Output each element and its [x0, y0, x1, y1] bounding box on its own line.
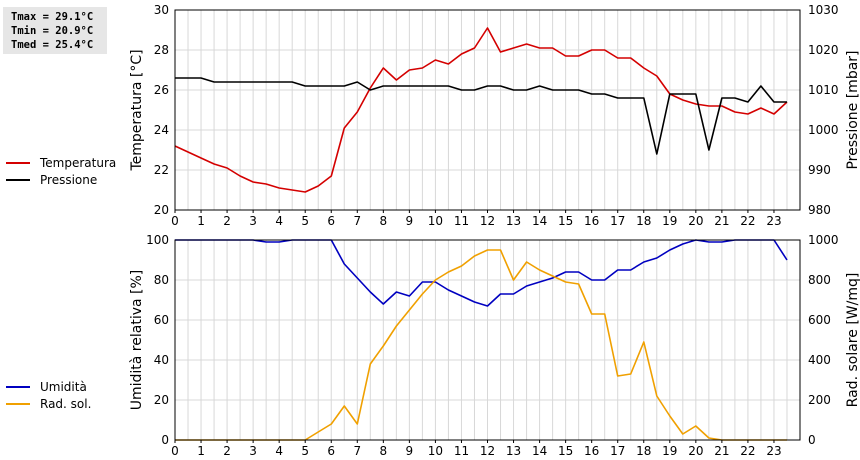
x-tick-label: 23 [766, 444, 781, 458]
tmin-label: Tmin = 20.9°C [11, 25, 94, 37]
y-tick-label-right: 200 [808, 393, 831, 407]
x-tick-label: 14 [532, 444, 547, 458]
x-tick-label: 22 [740, 444, 755, 458]
legend-item-rad-sol: Rad. sol. [6, 395, 91, 412]
legend-item-pressione: Pressione [6, 171, 116, 188]
legend-swatch [6, 178, 30, 181]
y-axis-title-left: Temperatura [°C] [129, 49, 145, 171]
tmax-label: Tmax = 29.1°C [11, 11, 94, 23]
y-tick-label-right: 1010 [808, 83, 839, 97]
y-tick-label-left: 0 [161, 433, 169, 447]
x-tick-label: 18 [636, 214, 651, 228]
x-tick-label: 13 [506, 444, 521, 458]
series-line-umidit- [175, 239, 788, 307]
x-tick-label: 22 [740, 214, 755, 228]
x-tick-label: 1 [197, 444, 205, 458]
x-tick-label: 11 [454, 444, 469, 458]
y-axis-title-right: Rad. solare [W/mq] [845, 273, 860, 408]
y-tick-label-left: 24 [154, 123, 169, 137]
x-tick-label: 21 [714, 214, 729, 228]
legend-bottom-chart: Umidità Rad. sol. [6, 378, 91, 412]
x-tick-label: 3 [249, 444, 257, 458]
y-tick-label-right: 1030 [808, 3, 839, 17]
series-line-temperatura [174, 27, 788, 193]
x-tick-label: 20 [688, 214, 703, 228]
x-tick-label: 4 [275, 444, 283, 458]
y-axis-title-left: Umidità relativa [%] [129, 270, 145, 411]
x-tick-label: 23 [766, 214, 781, 228]
y-tick-label-left: 100 [146, 233, 169, 247]
legend-swatch [6, 385, 30, 388]
x-tick-label: 9 [406, 214, 414, 228]
legend-label: Rad. sol. [40, 396, 92, 411]
y-tick-label-right: 1020 [808, 43, 839, 57]
x-tick-label: 7 [353, 214, 361, 228]
y-tick-label-right: 600 [808, 313, 831, 327]
x-tick-label: 10 [428, 444, 443, 458]
y-tick-label-left: 30 [154, 3, 169, 17]
x-tick-label: 5 [301, 214, 309, 228]
y-tick-label-left: 26 [154, 83, 169, 97]
y-tick-label-right: 980 [808, 203, 831, 217]
x-tick-label: 16 [584, 444, 599, 458]
stats-box: Tmax = 29.1°C Tmin = 20.9°C Tmed = 25.4°… [3, 7, 107, 54]
x-tick-label: 8 [380, 214, 388, 228]
y-axis-title-right: Pressione [mbar] [845, 50, 860, 169]
x-tick-label: 13 [506, 214, 521, 228]
tmed-label: Tmed = 25.4°C [11, 39, 94, 51]
legend-top-chart: Temperatura Pressione [6, 154, 116, 188]
x-tick-label: 11 [454, 214, 469, 228]
y-tick-label-right: 400 [808, 353, 831, 367]
y-tick-label-left: 20 [154, 203, 169, 217]
x-tick-label: 0 [171, 444, 179, 458]
x-tick-label: 1 [197, 214, 205, 228]
legend-swatch [6, 161, 30, 164]
x-tick-label: 12 [480, 214, 495, 228]
y-tick-label-left: 60 [154, 313, 169, 327]
x-tick-label: 10 [428, 214, 443, 228]
x-tick-label: 15 [558, 444, 573, 458]
legend-label: Umidità [40, 379, 87, 394]
y-tick-label-left: 80 [154, 273, 169, 287]
y-tick-label-left: 22 [154, 163, 169, 177]
y-tick-label-right: 1000 [808, 233, 839, 247]
legend-swatch [6, 402, 30, 405]
x-tick-label: 9 [406, 444, 414, 458]
series-line-pressione [175, 77, 787, 155]
x-tick-label: 21 [714, 444, 729, 458]
y-tick-label-right: 1000 [808, 123, 839, 137]
x-tick-label: 2 [223, 444, 231, 458]
x-tick-label: 19 [662, 444, 677, 458]
x-tick-label: 5 [301, 444, 309, 458]
x-tick-label: 6 [327, 444, 335, 458]
y-tick-label-left: 28 [154, 43, 169, 57]
x-tick-label: 8 [380, 444, 388, 458]
x-tick-label: 15 [558, 214, 573, 228]
x-tick-label: 12 [480, 444, 495, 458]
y-tick-label-left: 40 [154, 353, 169, 367]
x-tick-label: 14 [532, 214, 547, 228]
y-tick-label-right: 990 [808, 163, 831, 177]
x-tick-label: 0 [171, 214, 179, 228]
x-tick-label: 19 [662, 214, 677, 228]
y-tick-label-right: 0 [808, 433, 816, 447]
legend-label: Temperatura [40, 155, 117, 170]
y-tick-label-left: 20 [154, 393, 169, 407]
x-tick-label: 16 [584, 214, 599, 228]
legend-item-temperatura: Temperatura [6, 154, 116, 171]
x-tick-label: 7 [353, 444, 361, 458]
legend-label: Pressione [40, 172, 98, 187]
x-tick-label: 18 [636, 444, 651, 458]
legend-item-umidita: Umidità [6, 378, 91, 395]
x-tick-label: 17 [610, 444, 625, 458]
x-tick-label: 2 [223, 214, 231, 228]
x-tick-label: 17 [610, 214, 625, 228]
y-tick-label-right: 800 [808, 273, 831, 287]
x-tick-label: 3 [249, 214, 257, 228]
x-tick-label: 20 [688, 444, 703, 458]
x-tick-label: 4 [275, 214, 283, 228]
x-tick-label: 6 [327, 214, 335, 228]
